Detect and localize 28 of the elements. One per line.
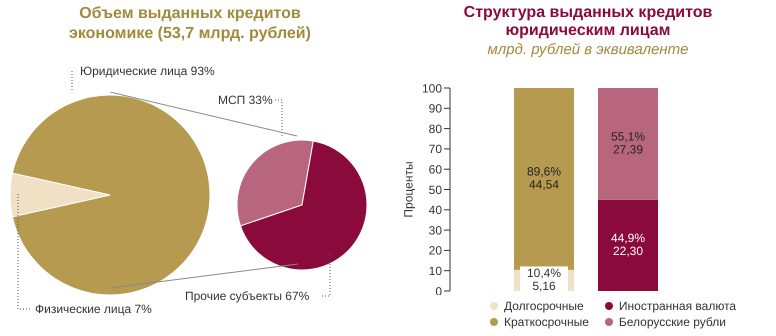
y-tick-label: 100 (422, 81, 442, 96)
slice-label: МСП 33% (218, 93, 273, 107)
y-tick-label: 70 (428, 142, 442, 156)
slice-label: Физические лица 7% (35, 302, 152, 316)
y-axis-title: Проценты (401, 161, 416, 218)
y-tick-label: 90 (428, 102, 442, 116)
legend-label: Белорусские рубли (618, 315, 726, 329)
y-tick-label: 10 (428, 264, 442, 278)
data-label: 44,9% 22,30 (610, 231, 646, 258)
legend-label: Иностранная валюта (618, 299, 736, 313)
data-label: 89,6% 44,54 (526, 164, 562, 192)
slice-label: Юридические лица 93% (80, 64, 216, 78)
y-tick-label: 20 (428, 244, 442, 258)
y-tick-label: 80 (428, 122, 442, 136)
slice-label: Прочие субъекты 67% (185, 289, 310, 303)
legend-label: Краткосрочные (504, 315, 589, 329)
y-tick-label: 30 (428, 223, 442, 238)
y-tick-label: 40 (428, 203, 442, 218)
chart-title: Объем выданных кредитов экономике (53,7 млрд. рублей) (68, 4, 312, 44)
y-tick-label: 0 (435, 284, 442, 298)
legend-label: Долгосрочные (504, 299, 584, 313)
chart-subtitle: млрд. рублей в эквиваленте (486, 40, 690, 59)
y-tick-label: 60 (428, 162, 442, 176)
data-label: 10,4% 5,16 (526, 266, 562, 294)
y-tick-label: 50 (428, 182, 442, 197)
data-label: 55,1% 27,39 (610, 130, 646, 157)
pie-slice (240, 140, 368, 270)
chart-title: Структура выданных кредитов юридическим лицам (462, 4, 714, 40)
